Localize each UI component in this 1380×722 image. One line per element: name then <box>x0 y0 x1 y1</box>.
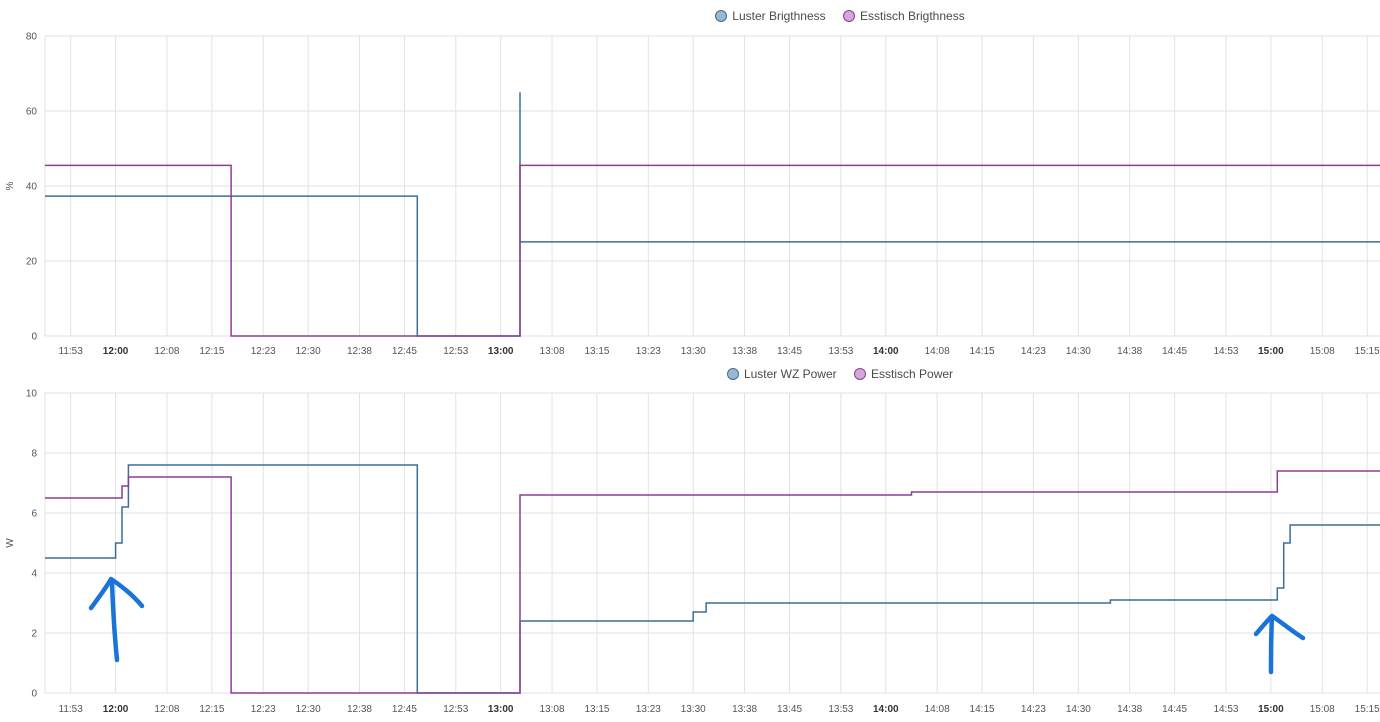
x-tick-label: 14:38 <box>1117 704 1142 715</box>
legend-label-series-1: Luster Brigthness <box>732 9 826 23</box>
chart-legend: Luster Brigthness Esstisch Brigthness <box>0 9 1380 25</box>
x-tick-label: 11:53 <box>59 346 84 357</box>
x-tick-label: 15:00 <box>1258 346 1284 357</box>
x-tick-label: 12:00 <box>103 346 129 357</box>
x-tick-label: 12:00 <box>103 704 129 715</box>
legend-swatch-series-2 <box>843 10 855 22</box>
x-tick-label: 14:38 <box>1117 346 1142 357</box>
y-tick-label: 8 <box>31 449 37 460</box>
y-tick-label: 80 <box>26 32 38 43</box>
x-tick-label: 13:53 <box>828 704 853 715</box>
x-tick-label: 13:38 <box>732 346 757 357</box>
x-tick-label: 13:53 <box>828 346 853 357</box>
y-tick-label: 6 <box>31 509 37 520</box>
x-tick-label: 15:08 <box>1310 704 1335 715</box>
x-tick-label: 12:08 <box>154 704 179 715</box>
x-tick-label: 14:45 <box>1162 704 1187 715</box>
x-tick-label: 13:08 <box>540 346 565 357</box>
legend-item-series-2[interactable]: Esstisch Power <box>854 367 953 381</box>
x-tick-label: 13:15 <box>584 704 609 715</box>
series-line-1 <box>45 92 1380 337</box>
x-tick-label: 14:00 <box>873 704 899 715</box>
x-tick-label: 12:38 <box>347 346 372 357</box>
series-line-2 <box>45 164 1380 337</box>
x-tick-label: 12:45 <box>392 346 417 357</box>
x-tick-label: 12:38 <box>347 704 372 715</box>
x-tick-label: 14:30 <box>1066 346 1091 357</box>
x-tick-label: 13:45 <box>777 704 802 715</box>
series-line-2 <box>45 470 1380 694</box>
y-axis-label: W <box>5 538 16 548</box>
x-tick-label: 14:53 <box>1213 704 1238 715</box>
x-tick-label: 12:23 <box>251 704 276 715</box>
y-tick-label: 4 <box>31 569 37 580</box>
x-tick-label: 14:45 <box>1162 346 1187 357</box>
x-tick-label: 12:45 <box>392 704 417 715</box>
x-tick-label: 13:00 <box>488 704 514 715</box>
x-tick-label: 13:45 <box>777 346 802 357</box>
x-tick-label: 13:23 <box>636 704 661 715</box>
x-tick-label: 15:15 <box>1355 346 1380 357</box>
legend-swatch-series-1 <box>715 10 728 22</box>
y-tick-label: 20 <box>26 257 38 268</box>
legend-label-series-2: Esstisch Power <box>871 367 954 381</box>
x-tick-label: 13:30 <box>681 704 706 715</box>
legend-label-series-1: Luster WZ Power <box>743 367 837 381</box>
x-tick-label: 12:23 <box>251 346 276 357</box>
x-tick-label: 13:08 <box>540 704 565 715</box>
legend-item-series-1[interactable]: Luster Brigthness <box>715 9 826 23</box>
x-tick-label: 12:08 <box>154 346 179 357</box>
x-tick-label: 15:00 <box>1258 704 1284 715</box>
x-tick-label: 12:30 <box>296 346 321 357</box>
x-tick-label: 15:08 <box>1310 346 1335 357</box>
y-tick-label: 0 <box>31 689 37 700</box>
x-tick-label: 14:53 <box>1213 346 1238 357</box>
brightness-chart: Luster Brigthness Esstisch Brigthness 0 2… <box>0 9 1380 357</box>
x-tick-label: 14:23 <box>1021 346 1046 357</box>
x-tick-label: 13:38 <box>732 704 757 715</box>
x-tick-label: 14:08 <box>925 346 950 357</box>
x-tick-label: 15:15 <box>1355 704 1380 715</box>
x-tick-label: 13:23 <box>636 346 661 357</box>
y-tick-label: 10 <box>26 389 38 400</box>
y-tick-label: 0 <box>31 332 37 343</box>
x-tick-label: 12:53 <box>443 704 468 715</box>
x-tick-label: 12:53 <box>443 346 468 357</box>
x-tick-label: 12:15 <box>199 704 224 715</box>
legend-item-series-1[interactable]: Luster WZ Power <box>726 367 837 381</box>
series-line-1 <box>45 464 1380 694</box>
y-tick-label: 2 <box>31 629 37 640</box>
x-tick-label: 14:30 <box>1066 704 1091 715</box>
power-chart: Luster WZ Power Esstisch Power 0 2 4 6 8 10 11… <box>0 362 1380 722</box>
x-tick-label: 13:15 <box>584 346 609 357</box>
x-tick-label: 14:00 <box>873 346 899 357</box>
y-tick-label: 40 <box>26 182 38 193</box>
y-axis-label: % <box>5 181 16 190</box>
chart-plot: 0 20 40 60 80 11:53 12:00 12:08 12:15 12:23 12:30 1… <box>5 32 1380 357</box>
x-tick-label: 14:15 <box>970 346 995 357</box>
legend-item-series-2[interactable]: Esstisch Brigthness <box>843 9 965 23</box>
x-tick-label: 11:53 <box>59 704 84 715</box>
y-tick-label: 60 <box>26 107 38 118</box>
x-tick-label: 14:15 <box>970 704 995 715</box>
x-tick-label: 13:30 <box>681 346 706 357</box>
x-tick-label: 12:15 <box>199 346 224 357</box>
x-tick-label: 14:08 <box>925 704 950 715</box>
chart-legend: Luster WZ Power Esstisch Power <box>0 367 1380 383</box>
legend-label-series-2: Esstisch Brigthness <box>860 9 965 23</box>
legend-swatch-series-1 <box>726 368 739 380</box>
x-tick-label: 12:30 <box>296 704 321 715</box>
legend-swatch-series-2 <box>854 368 866 380</box>
x-tick-label: 14:23 <box>1021 704 1046 715</box>
x-tick-label: 13:00 <box>488 346 514 357</box>
chart-plot: 0 2 4 6 8 10 11:53 12:00 12:08 12:15 12:23 12:30 12:… <box>5 389 1380 715</box>
